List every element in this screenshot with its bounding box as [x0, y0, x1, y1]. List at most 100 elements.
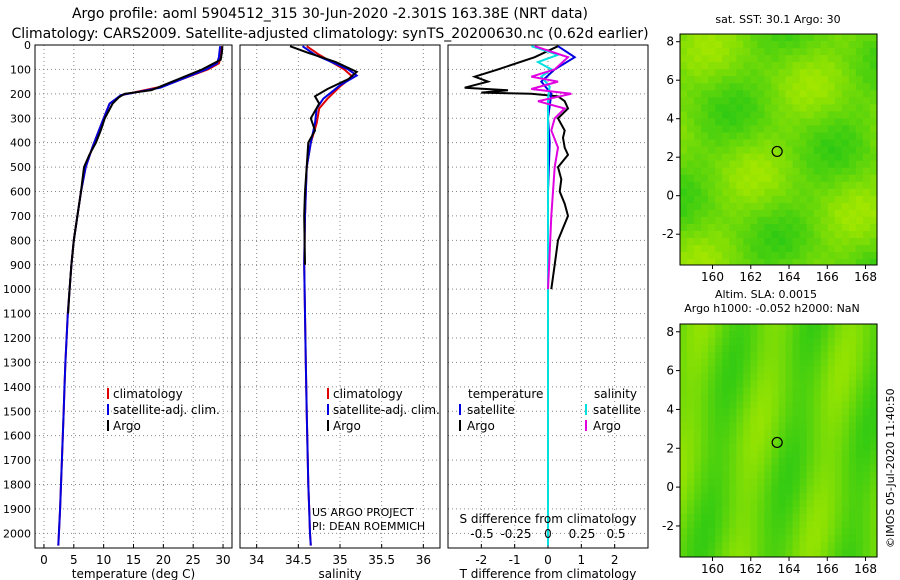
temp-xtick-label-4: 20	[156, 553, 171, 567]
sla-xtick-label-2: 164	[778, 562, 801, 576]
sla-xtick-label-0: 160	[701, 562, 724, 576]
diff-series-line-1	[539, 45, 577, 546]
sla-map-title-line2: Argo h1000: -0.052 h2000: NaN	[684, 302, 860, 315]
diff-series-line-0	[464, 45, 570, 290]
diff-top-xtick-label-0: -0.5	[470, 527, 493, 541]
diff-top-xtick-label-1: -0.25	[500, 527, 531, 541]
diff-top-xtick-label-3: 0.25	[569, 527, 596, 541]
diff-xtick-label-3: 1	[578, 553, 586, 567]
sst-xtick-label-3: 166	[816, 270, 839, 284]
sal-panel-frame	[239, 44, 441, 549]
sst-xtick-label-1: 162	[739, 270, 762, 284]
sla-field	[680, 324, 878, 557]
temp-xtick-label-3: 15	[126, 553, 141, 567]
diff-legend-label-2: satellite	[593, 403, 641, 417]
diff-series-line-3	[531, 45, 572, 290]
temp-xtick-label-5: 25	[186, 553, 201, 567]
project-annotation-line1: US ARGO PROJECT	[312, 506, 414, 519]
sst-map-frame	[679, 33, 878, 266]
depth-tick-label-14: 1400	[3, 381, 31, 394]
sst-xtick-label-4: 168	[854, 270, 877, 284]
diff-legend-label-3: Argo	[593, 419, 621, 433]
legend-label-0-2: Argo	[113, 419, 141, 433]
sst-map-title: sat. SST: 30.1 Argo: 30	[715, 13, 840, 26]
diff-xtick-label-1: -1	[509, 553, 521, 567]
sla-argo-marker	[771, 436, 783, 449]
depth-tick-label-19: 1900	[3, 503, 31, 516]
depth-tick-label-16: 1600	[3, 430, 31, 443]
sal-xtick-label-4: 36	[416, 553, 431, 567]
sst-xtick-label-0: 160	[701, 270, 724, 284]
depth-tick-label-17: 1700	[3, 454, 31, 467]
sst-ytick-label-2: 4	[666, 112, 674, 126]
diff-legend-label-1: Argo	[467, 419, 495, 433]
depth-tick-label-20: 2000	[3, 527, 31, 540]
sst-xtick-label-2: 164	[778, 270, 801, 284]
sal-xtick-label-2: 35	[332, 553, 347, 567]
sla-ytick-label-5: -2	[662, 519, 674, 533]
sal-xlabel: salinity	[318, 567, 361, 580]
sst-argo-marker	[771, 145, 783, 158]
sal-xtick-label-1: 34.5	[285, 553, 312, 567]
depth-tick-label-2: 200	[10, 88, 31, 101]
depth-tick-label-18: 1800	[3, 479, 31, 492]
depth-tick-label-1: 100	[10, 63, 31, 76]
chart-title-line1: Argo profile: aoml 5904512_315 30-Jun-20…	[71, 6, 589, 22]
diff-xtick-label-4: 2	[611, 553, 619, 567]
sla-xtick-label-3: 166	[816, 562, 839, 576]
depth-tick-label-12: 1200	[3, 332, 31, 345]
sst-ytick-label-3: 2	[666, 150, 674, 164]
sla-map-title-line1: Altim. SLA: 0.0015	[715, 288, 817, 301]
project-annotation-line2: PI: DEAN ROEMMICH	[312, 520, 425, 533]
depth-tick-label-11: 1100	[3, 308, 31, 321]
depth-tick-label-13: 1300	[3, 356, 31, 369]
sst-ytick-label-4: 0	[666, 189, 674, 203]
temp-xtick-label-6: 30	[215, 553, 230, 567]
depth-tick-label-3: 300	[10, 112, 31, 125]
depth-tick-label-7: 700	[10, 210, 31, 223]
sst-ytick-label-1: 6	[666, 73, 674, 87]
diff-legend-salinity-header: salinity	[594, 387, 637, 401]
depth-tick-label-5: 500	[10, 161, 31, 174]
diff-series-line-2	[530, 45, 562, 546]
diff-legend-temperature-header: temperature	[468, 387, 543, 401]
legend-label-0-0: climatology	[113, 387, 183, 401]
chart-title-line2: Climatology: CARS2009. Satellite-adjuste…	[11, 26, 649, 42]
sla-map-frame	[679, 323, 878, 558]
temp-xtick-label-1: 5	[70, 553, 78, 567]
depth-tick-label-9: 900	[10, 259, 31, 272]
sal-xtick-label-3: 35.5	[368, 553, 395, 567]
temp-series-line-0	[57, 46, 223, 546]
temp-series-line-2	[67, 46, 224, 314]
legend-label-1-2: Argo	[333, 419, 361, 433]
depth-tick-label-15: 1500	[3, 405, 31, 418]
legend-label-0-1: satellite-adj. clim.	[113, 403, 220, 417]
legend-label-1-0: climatology	[333, 387, 403, 401]
temp-xlabel: temperature (deg C)	[72, 567, 195, 580]
imos-credit: ©IMOS 05-Jul-2020 11:40:50	[884, 388, 897, 548]
sal-xtick-label-0: 34	[249, 553, 264, 567]
sla-ytick-label-0: 8	[666, 325, 674, 339]
temp-xtick-label-0: 0	[40, 553, 48, 567]
sla-xtick-label-4: 168	[854, 562, 877, 576]
sst-ytick-label-5: -2	[662, 227, 674, 241]
depth-tick-label-8: 800	[10, 234, 31, 247]
depth-tick-label-4: 400	[10, 137, 31, 150]
diff-legend-label-0: satellite	[467, 403, 515, 417]
diff-xtick-label-2: 0	[544, 553, 552, 567]
sla-xtick-label-1: 162	[739, 562, 762, 576]
sal-series-line-1	[301, 45, 359, 546]
sal-series-line-2	[289, 45, 359, 265]
temp-series-line-1	[57, 46, 222, 546]
sla-ytick-label-3: 2	[666, 441, 674, 455]
diff-xtick-label-0: -2	[475, 553, 487, 567]
diff-top-xtick-label-2: 0	[544, 527, 552, 541]
depth-tick-label-6: 600	[10, 186, 31, 199]
sla-ytick-label-4: 0	[666, 480, 674, 494]
sla-ytick-label-1: 6	[666, 364, 674, 378]
sst-ytick-label-0: 8	[666, 35, 674, 49]
diff-xlabel: T difference from climatology	[459, 567, 637, 580]
legend-label-1-1: satellite-adj. clim.	[333, 403, 440, 417]
depth-tick-label-0: 0	[24, 39, 31, 52]
